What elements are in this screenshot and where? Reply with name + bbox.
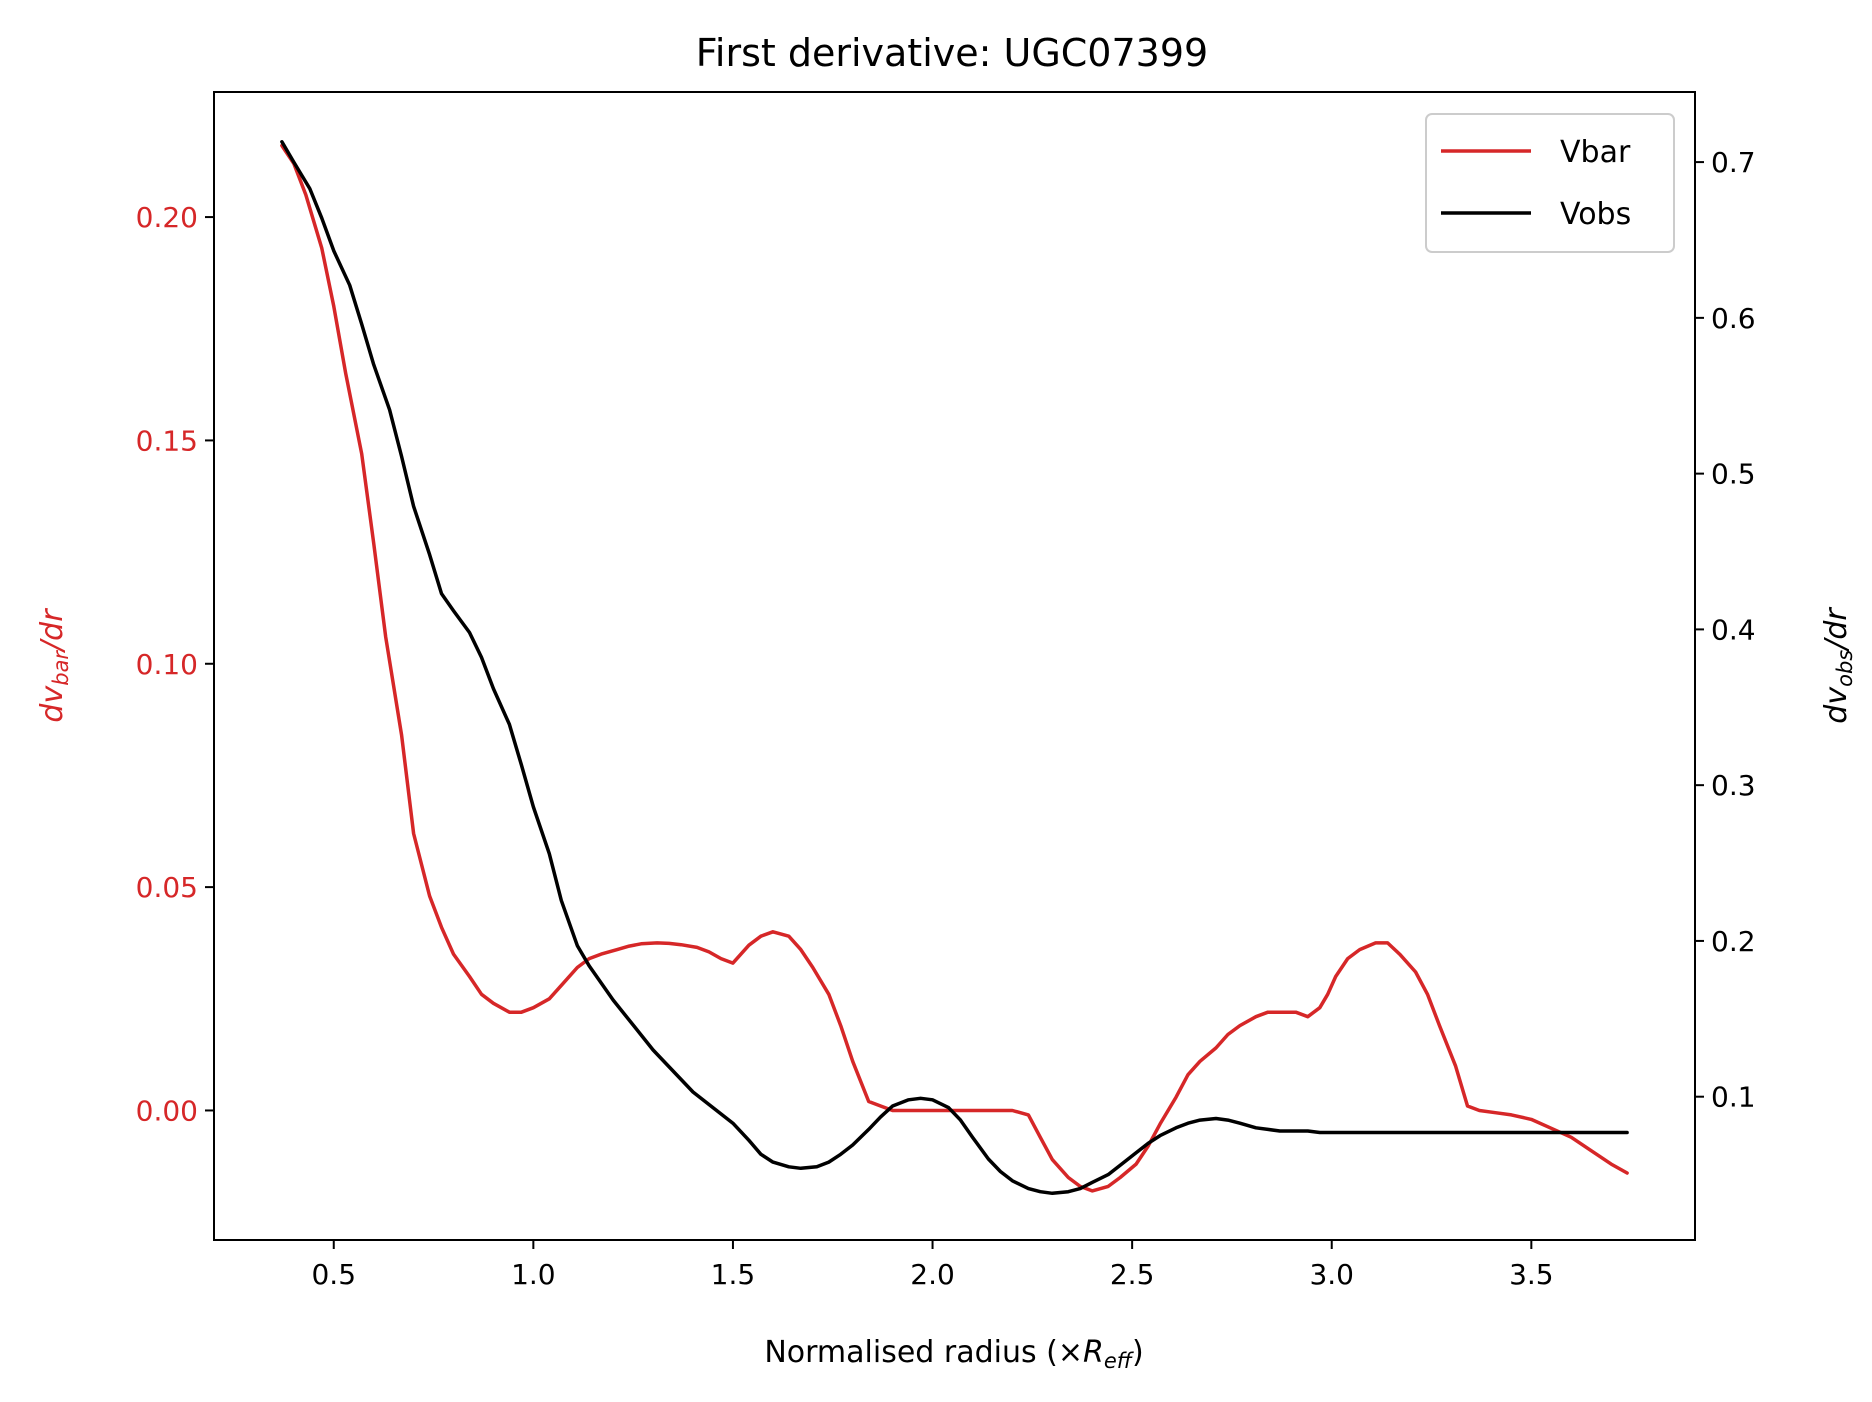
y-left-tick-label: 0.10 (136, 648, 198, 681)
x-tick-label: 0.5 (311, 1258, 356, 1291)
y-axis-right: 0.1 0.2 0.3 0.4 0.5 0.6 0.7 (1695, 146, 1756, 1114)
y-right-tick-label: 0.1 (1711, 1081, 1756, 1114)
legend-box (1425, 113, 1675, 253)
legend-label-vobs: Vobs (1560, 197, 1631, 232)
x-tick-label: 2.0 (910, 1258, 955, 1291)
x-tick-label: 1.0 (511, 1258, 556, 1291)
series-line-vbar (280, 143, 1629, 1193)
x-tick-label: 2.5 (1110, 1258, 1155, 1291)
x-axis: 0.5 1.0 1.5 2.0 2.5 3.0 3.5 (311, 1240, 1554, 1291)
y-right-tick-label: 0.6 (1711, 302, 1756, 335)
y-right-tick-label: 0.5 (1711, 458, 1756, 491)
y-right-tick-label: 0.4 (1711, 613, 1756, 646)
legend-label-vbar: Vbar (1560, 135, 1631, 170)
x-axis-label: Normalised radius (×Reff) (764, 1335, 1143, 1373)
y-right-tick-label: 0.3 (1711, 769, 1756, 802)
x-tick-label: 3.5 (1509, 1258, 1554, 1291)
y-right-tick-label: 0.2 (1711, 925, 1756, 958)
plot-area (280, 140, 1629, 1196)
series-line-vobs (280, 140, 1629, 1196)
y-left-tick-label: 0.05 (136, 871, 198, 904)
y-right-tick-label: 0.7 (1711, 146, 1756, 179)
y-axis-right-label: dvobs/dr (1819, 607, 1857, 724)
y-left-tick-label: 0.15 (136, 424, 198, 457)
plot-frame (213, 91, 1696, 1241)
x-tick-label: 1.5 (711, 1258, 756, 1291)
y-left-tick-label: 0.00 (136, 1094, 198, 1127)
y-axis-left: 0.00 0.05 0.10 0.15 0.20 (136, 201, 214, 1127)
x-tick-label: 3.0 (1309, 1258, 1354, 1291)
chart-title: First derivative: UGC07399 (696, 31, 1208, 75)
y-axis-left-label: dvbar/dr (35, 608, 73, 723)
legend: Vbar Vobs (1425, 113, 1675, 253)
y-left-tick-label: 0.20 (136, 201, 198, 234)
